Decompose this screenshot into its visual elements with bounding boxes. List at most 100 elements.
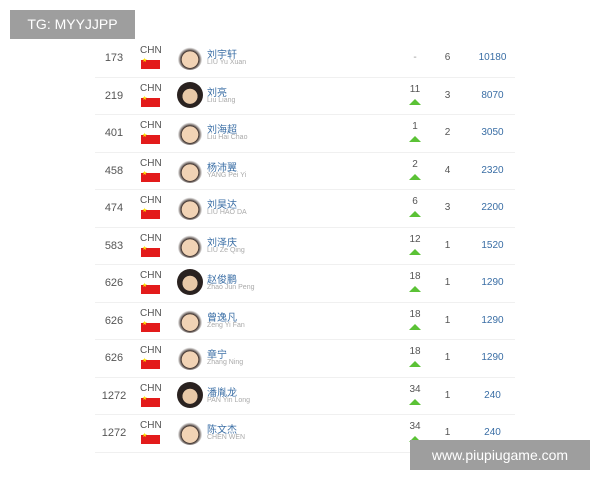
country-code: CHN — [140, 195, 162, 206]
player-name-en: Zeng Yi Fan — [207, 321, 245, 329]
avatar — [177, 194, 203, 220]
player-name-en: PAN Yin Long — [207, 396, 251, 404]
arrow-up-icon — [409, 248, 421, 255]
country-code: CHN — [140, 45, 162, 56]
player-name-link[interactable]: 曾逸凡 — [207, 312, 237, 324]
country-code: CHN — [140, 307, 162, 319]
tournaments: 2 — [444, 127, 451, 138]
table-row: 1272 CHN 潘胤龙 PAN Yin Long 34 1 240 — [95, 378, 515, 415]
player-name-link[interactable]: 章宁 — [207, 350, 227, 361]
points: 2320 — [481, 164, 504, 176]
rank: 626 — [104, 352, 124, 364]
player-name-link[interactable]: 刘宇轩 — [207, 50, 237, 61]
points: 1290 — [481, 277, 504, 288]
player-name-en: Liu Hai Chao — [207, 134, 248, 141]
rank: 458 — [104, 164, 124, 177]
rank-change: 12 — [409, 233, 421, 245]
rank: 474 — [104, 202, 124, 214]
tournaments: 3 — [444, 89, 451, 101]
player-name-link[interactable]: 刘亮 — [207, 87, 227, 99]
arrow-up-icon — [409, 136, 421, 142]
tournaments: 1 — [444, 239, 451, 251]
arrow-up-icon — [409, 211, 421, 217]
player-name-en: CHEN WEN — [207, 434, 246, 441]
player-name-link[interactable]: 陈文杰 — [207, 425, 237, 436]
player-name-link[interactable]: 刘昊达 — [207, 200, 237, 211]
arrow-up-icon — [409, 286, 421, 292]
points: 240 — [484, 389, 501, 401]
player-name-en: Liu Liang — [207, 96, 236, 104]
china-flag-icon — [141, 95, 160, 107]
player-name-en: YANG Pei Yi — [207, 171, 247, 179]
table-row: 173 CHN 刘宇轩 LIU Yu Xuan - 6 10180 — [95, 40, 515, 78]
points: 1520 — [481, 239, 504, 251]
table-row: 458 CHN 杨沛翼 YANG Pei Yi 2 4 2320 — [95, 153, 515, 190]
player-name-en: Zhang Ning — [207, 359, 244, 366]
player-name-en: LIU Yu Xuan — [207, 59, 247, 66]
avatar — [177, 81, 203, 108]
player-name-en: Zhao Jun Peng — [207, 284, 255, 291]
arrow-up-icon — [409, 436, 421, 442]
rank: 219 — [104, 89, 124, 102]
rank-change: 2 — [412, 158, 418, 170]
player-name-link[interactable]: 刘海超 — [207, 125, 237, 136]
player-name-link[interactable]: 刘泽庆 — [207, 237, 237, 249]
china-flag-icon — [141, 170, 160, 182]
china-flag-icon — [141, 282, 160, 294]
country-code: CHN — [140, 382, 162, 394]
rank: 626 — [104, 277, 124, 289]
china-flag-icon — [141, 357, 160, 369]
country-code: CHN — [140, 120, 162, 131]
player-name-link[interactable]: 杨沛翼 — [207, 162, 237, 174]
table-row: 626 CHN 赵俊鹏 Zhao Jun Peng 18 1 1290 — [95, 265, 515, 303]
avatar — [177, 344, 203, 370]
rank-change: 34 — [409, 383, 421, 395]
points: 240 — [484, 427, 501, 438]
player-name-en: LIU Ze Qing — [207, 246, 245, 254]
points: 1290 — [481, 352, 504, 363]
rank: 401 — [104, 127, 124, 139]
points: 10180 — [478, 52, 507, 63]
china-flag-icon — [141, 245, 160, 257]
tournaments: 1 — [444, 389, 451, 401]
china-flag-icon — [141, 57, 160, 69]
tournaments: 1 — [444, 314, 451, 326]
rank: 173 — [104, 52, 124, 64]
rank: 1272 — [101, 389, 127, 402]
country-code: CHN — [140, 420, 162, 431]
rank: 1272 — [101, 427, 127, 439]
player-name-link[interactable]: 潘胤龙 — [207, 387, 237, 399]
country-code: CHN — [140, 270, 162, 281]
rank-change: 18 — [409, 308, 421, 320]
rank-change: - — [413, 52, 417, 63]
avatar — [177, 381, 203, 408]
rank-change: 1 — [412, 121, 418, 132]
player-name-en: LIU HAO DA — [207, 209, 247, 216]
china-flag-icon — [141, 320, 160, 332]
avatar — [177, 231, 203, 258]
table-row: 474 CHN 刘昊达 LIU HAO DA 6 3 2200 — [95, 190, 515, 228]
avatar — [177, 419, 203, 445]
avatar — [177, 44, 203, 70]
tg-watermark: TG: MYYJJPP — [10, 10, 135, 39]
points: 2200 — [481, 202, 504, 213]
avatar — [177, 156, 203, 183]
table-row: 401 CHN 刘海超 Liu Hai Chao 1 2 3050 — [95, 115, 515, 153]
country-code: CHN — [140, 345, 162, 356]
table-row: 1272 CHN 陈文杰 CHEN WEN 34 1 240 — [95, 415, 515, 453]
rank-change: 18 — [409, 271, 421, 282]
arrow-up-icon — [409, 98, 421, 105]
table-row: 219 CHN 刘亮 Liu Liang 11 3 8070 — [95, 78, 515, 115]
avatar — [177, 119, 203, 145]
player-name-link[interactable]: 赵俊鹏 — [207, 275, 237, 286]
rank-change: 11 — [409, 83, 421, 95]
arrow-up-icon — [409, 361, 421, 367]
points: 3050 — [481, 127, 504, 138]
tournaments: 1 — [444, 427, 451, 438]
rank: 626 — [104, 314, 124, 327]
table-row: 626 CHN 章宁 Zhang Ning 18 1 1290 — [95, 340, 515, 378]
rank-change: 6 — [412, 196, 418, 207]
tournaments: 3 — [444, 202, 451, 213]
china-flag-icon — [141, 132, 160, 144]
avatar — [177, 269, 203, 295]
